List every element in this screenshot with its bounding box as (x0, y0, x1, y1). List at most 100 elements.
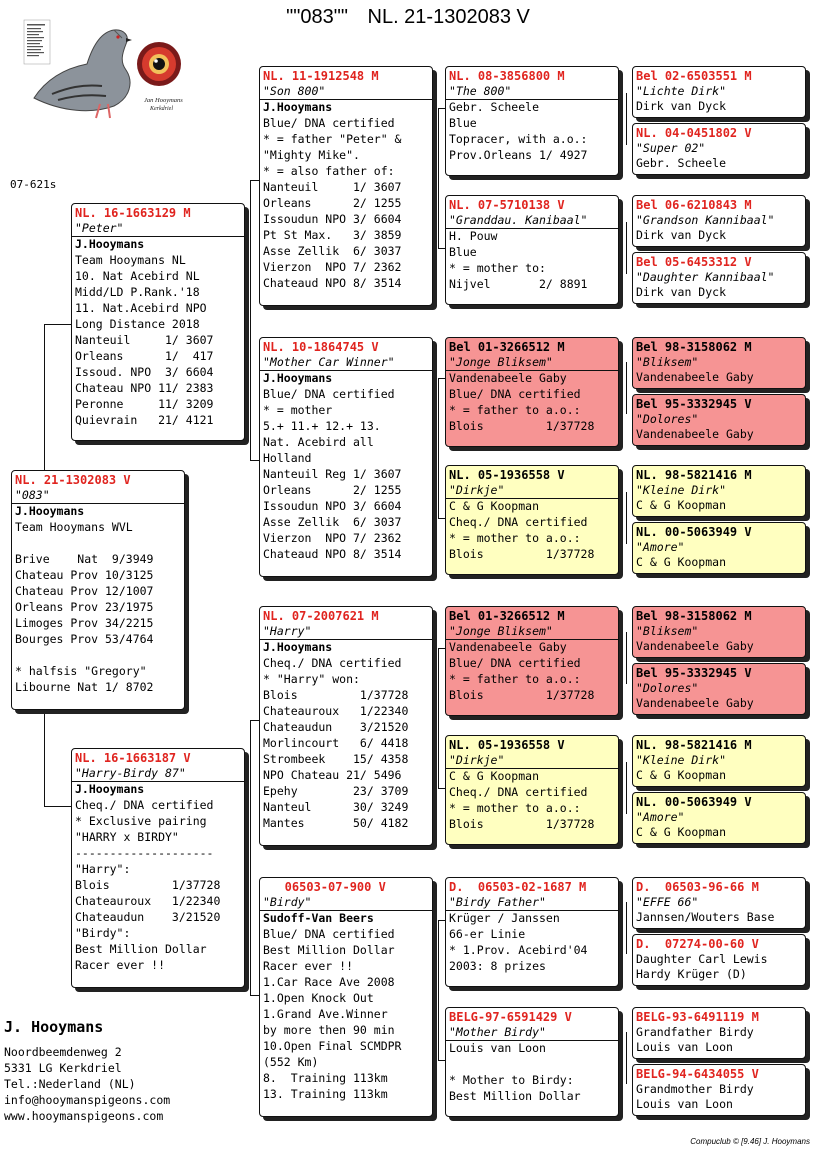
pigeon-card-fm[interactable]: NL. 10-1864745 V "Mother Car Winner" J.H… (259, 337, 433, 577)
info-line: Racer ever !! (75, 958, 166, 972)
pigeon-card-mf[interactable]: NL. 07-2007621 M "Harry" J.Hooymans Cheq… (259, 606, 433, 846)
breeder: Hardy Krüger (D) (636, 967, 747, 981)
pigeon-card-g12[interactable]: NL. 00-5063949 V "Amore" C & G Koopman (632, 792, 806, 844)
pigeon-name: "Mother Car Winner" (260, 355, 432, 371)
info-line: Blue (449, 116, 477, 130)
pigeon-card-g14[interactable]: D. 07274-00-60 V Daughter Carl Lewis Har… (632, 934, 806, 986)
info-line: Blue/ DNA certified (449, 387, 581, 401)
connector (438, 648, 445, 649)
pigeon-card-g5[interactable]: Bel 98-3158062 M "Bliksem" Vandenabeele … (632, 337, 806, 389)
pigeon-card-g6[interactable]: Bel 95-3332945 V "Dolores" Vandenabeele … (632, 394, 806, 446)
pigeon-card-ffm[interactable]: NL. 07-5710138 V "Granddau. Kanibaal" H.… (445, 195, 619, 305)
pigeon-card-subject[interactable]: NL. 21-1302083 V "083" J.Hooymans Team H… (11, 470, 185, 710)
info-line: Chateaud NPO 8/ 3514 (263, 276, 402, 290)
info-line: Nanteuil 1/ 3607 (263, 180, 402, 194)
pigeon-card-mother[interactable]: NL. 16-1663187 V "Harry-Birdy 87" J.Hooy… (71, 748, 245, 988)
pigeon-name: "Amore" (636, 540, 685, 554)
pigeon-name: "Birdy Father" (446, 895, 618, 911)
info-line: Orleans 2/ 1255 (263, 483, 402, 497)
breeder: Sudoff-Van Beers (263, 911, 374, 925)
connector (438, 788, 445, 789)
address-line: 5331 LG Kerkdriel (4, 1061, 122, 1075)
info-line: 1.Open Knock Out (263, 991, 374, 1005)
info-line: 13. Training 113km (263, 1087, 388, 1101)
info-line: "HARRY x BIRDY" (75, 830, 179, 844)
pigeon-card-g9[interactable]: Bel 98-3158062 M "Bliksem" Vandenabeele … (632, 606, 806, 658)
info-line: Orleans 1/ 417 (75, 349, 214, 363)
side-code: 07-621s (10, 178, 57, 191)
info-line: Nijvel 2/ 8891 (449, 277, 588, 291)
info-line (446, 1056, 618, 1072)
info-line: * = father to a.o.: (449, 672, 581, 686)
pigeon-card-mm[interactable]: 06503-07-900 V "Birdy" Sudoff-Van Beers … (259, 877, 433, 1117)
info-line: Midd/LD P.Rank.'18 (75, 285, 200, 299)
owner-name: J. Hooymans (4, 1018, 104, 1036)
website-link[interactable]: www.hooymanspigeons.com (4, 1109, 164, 1123)
info-line: Team Hooymans NL (75, 253, 186, 267)
pigeon-name: "Kleine Dirk" (636, 753, 727, 767)
email-link[interactable]: info@hooymanspigeons.com (4, 1093, 171, 1107)
pigeon-card-g4[interactable]: Bel 05-6453312 V "Daughter Kannibaal" Di… (632, 252, 806, 304)
connector (250, 720, 251, 995)
breeder: C & G Koopman (636, 825, 727, 839)
info-line: Chateauroux 1/22340 (263, 704, 409, 718)
pigeon-name: "Dirkje" (446, 483, 618, 499)
info-line: Nanteul 30/ 3249 (263, 800, 409, 814)
info-line: Quievrain 21/ 4121 (75, 413, 214, 427)
connector (626, 492, 627, 544)
pigeon-card-mmm[interactable]: BELG-97-6591429 V "Mother Birdy" Louis v… (445, 1007, 619, 1117)
pigeon-card-mff[interactable]: Bel 01-3266512 M "Jonge Bliksem" Vandena… (445, 606, 619, 716)
connector (438, 518, 445, 519)
pigeon-card-g7[interactable]: NL. 98-5821416 M "Kleine Dirk" C & G Koo… (632, 465, 806, 517)
pigeon-card-g13[interactable]: D. 06503-96-66 M "EFFE 66" Jannsen/Woute… (632, 877, 806, 929)
info-line: Orleans 2/ 1255 (263, 196, 402, 210)
pigeon-card-g1[interactable]: Bel 02-6503551 M "Lichte Dirk" Dirk van … (632, 66, 806, 118)
pigeon-card-g2[interactable]: NL. 04-0451802 V "Super 02" Gebr. Scheel… (632, 123, 806, 175)
pigeon-card-fff[interactable]: NL. 08-3856800 M "The 800" Gebr. Scheele… (445, 66, 619, 176)
pigeon-card-g15[interactable]: BELG-93-6491119 M Grandfather Birdy Loui… (632, 1007, 806, 1059)
ring-number: Bel 01-3266512 M (449, 340, 565, 354)
pigeon-card-father[interactable]: NL. 16-1663129 M "Peter" J.Hooymans Team… (71, 203, 245, 441)
pigeon-name: "Son 800" (260, 84, 432, 100)
ring-number: Bel 95-3332945 V (636, 397, 752, 411)
connector (438, 920, 439, 1060)
info-line: Long Distance 2018 (75, 317, 200, 331)
pigeon-card-fmm[interactable]: NL. 05-1936558 V "Dirkje" C & G Koopman … (445, 465, 619, 575)
ring-number: NL. 07-2007621 M (263, 609, 379, 623)
pigeon-card-g10[interactable]: Bel 95-3332945 V "Dolores" Vandenabeele … (632, 663, 806, 715)
info-line: Cheq./ DNA certified (449, 785, 588, 799)
breeder: H. Pouw (449, 229, 498, 243)
info-line: Blue/ DNA certified (263, 387, 395, 401)
info-line: * Exclusive pairing (75, 814, 207, 828)
pigeon-card-mfm[interactable]: NL. 05-1936558 V "Dirkje" C & G Koopman … (445, 735, 619, 845)
pigeon-card-g11[interactable]: NL. 98-5821416 M "Kleine Dirk" C & G Koo… (632, 735, 806, 787)
pigeon-card-g8[interactable]: NL. 00-5063949 V "Amore" C & G Koopman (632, 522, 806, 574)
ring-number: NL. 00-5063949 V (636, 525, 752, 539)
pigeon-name: Grandfather Birdy (636, 1025, 754, 1039)
breeder: Vandenabeele Gaby (636, 427, 754, 441)
info-line: Racer ever !! (263, 959, 354, 973)
info-line: Asse Zellik 6/ 3037 (263, 515, 402, 529)
connector (44, 324, 45, 470)
ring-number: NL. 08-3856800 M (449, 69, 565, 83)
pigeon-name: "Kleine Dirk" (636, 483, 727, 497)
pigeon-card-fmf[interactable]: Bel 01-3266512 M "Jonge Bliksem" Vandena… (445, 337, 619, 447)
pigeon-name: "Bliksem" (636, 624, 699, 638)
info-line: Best Million Dollar (263, 943, 395, 957)
breeder: Gebr. Scheele (636, 156, 727, 170)
title-name: ""083"" (286, 6, 348, 28)
breeder: J.Hooymans (263, 640, 333, 654)
info-line: 1.Grand Ave.Winner (263, 1007, 388, 1021)
pigeon-card-g3[interactable]: Bel 06-6210843 M "Grandson Kannibaal" Di… (632, 195, 806, 247)
info-line: Vierzon NPO 7/ 2362 (263, 260, 402, 274)
pigeon-card-ff[interactable]: NL. 11-1912548 M "Son 800" J.Hooymans Bl… (259, 66, 433, 306)
pigeon-name: "Mother Birdy" (446, 1025, 618, 1041)
breeder: Krüger / Janssen (449, 911, 560, 925)
info-line: 66-er Linie (449, 927, 526, 941)
info-line: * = mother (263, 403, 333, 417)
breeder: Gebr. Scheele (449, 100, 540, 114)
ring-number: Bel 98-3158062 M (636, 340, 752, 354)
pigeon-card-g16[interactable]: BELG-94-6434055 V Grandmother Birdy Loui… (632, 1064, 806, 1116)
pigeon-card-mmf[interactable]: D. 06503-02-1687 M "Birdy Father" Krüger… (445, 877, 619, 987)
ring-number: D. 06503-02-1687 M (449, 880, 587, 894)
